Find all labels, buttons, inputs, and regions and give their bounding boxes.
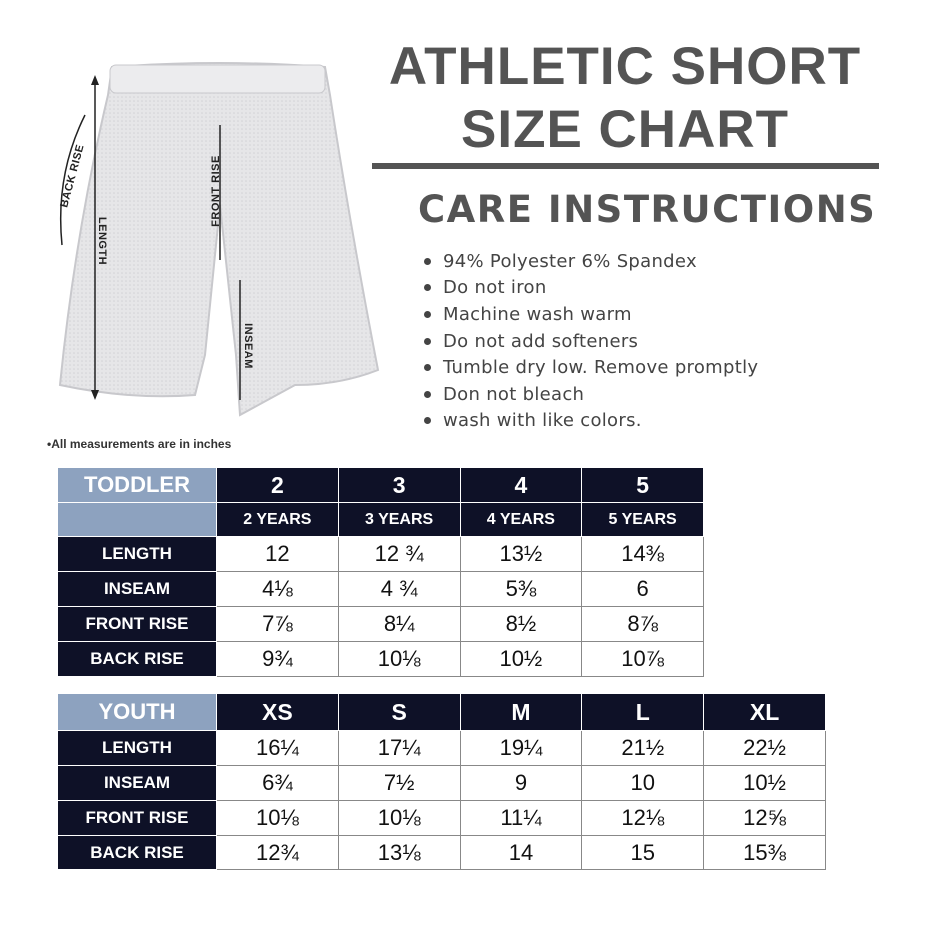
cell: 12 ¾: [337, 536, 461, 572]
cell: 14: [459, 835, 583, 870]
cell: 21½: [581, 730, 705, 766]
divider: [372, 163, 879, 169]
size-header: L: [581, 693, 705, 731]
size-header: M: [459, 693, 583, 731]
cell: 10⅛: [216, 800, 339, 836]
cell: 4⅛: [216, 571, 339, 607]
table-row: INSEAM 4⅛ 4 ¾ 5⅜ 6: [57, 571, 704, 607]
care-list: 94% Polyester 6% Spandex Do not iron Mac…: [424, 248, 758, 434]
cell: 12¾: [216, 835, 339, 870]
waistband: [109, 64, 326, 94]
table-row: BACK RISE 12¾ 13⅛ 14 15 15⅜: [57, 835, 826, 870]
cell: 4 ¾: [337, 571, 461, 607]
table-row: FRONT RISE 7⅞ 8¼ 8½ 8⅞: [57, 606, 704, 642]
cell: 15⅜: [703, 835, 826, 870]
row-label: LENGTH: [57, 536, 217, 572]
size-header: XS: [216, 693, 339, 731]
size-header: S: [337, 693, 461, 731]
inseam-label: INSEAM: [241, 323, 254, 369]
age-header: 5 YEARS: [581, 502, 704, 537]
shorts-diagram: [58, 62, 380, 417]
row-label: BACK RISE: [57, 641, 217, 677]
cell: 11¼: [459, 800, 583, 836]
cell: 13⅛: [337, 835, 461, 870]
row-label: BACK RISE: [57, 835, 217, 870]
cell: 8⅞: [581, 606, 704, 642]
cell: 5⅜: [459, 571, 583, 607]
length-label: LENGTH: [96, 216, 109, 266]
cell: 16¼: [216, 730, 339, 766]
title-line-2: SIZE CHART: [461, 100, 789, 159]
row-label: INSEAM: [57, 571, 217, 607]
cell: 10⅛: [337, 641, 461, 677]
age-header: 3 YEARS: [337, 502, 461, 537]
youth-table: YOUTH XS S M L XL LENGTH 16¼ 17¼ 19¼ 21½ 22½ INSE…: [57, 693, 826, 870]
toddler-category: TODDLER: [57, 467, 217, 503]
front-rise-label: FRONT RISE: [209, 155, 222, 227]
size-header: 3: [337, 467, 461, 503]
age-header: 4 YEARS: [459, 502, 583, 537]
cell: 7½: [337, 765, 461, 801]
cell: 15: [581, 835, 705, 870]
cell: 6: [581, 571, 704, 607]
measurement-note: •All measurements are in inches: [47, 437, 232, 451]
age-header: 2 YEARS: [216, 502, 339, 537]
size-header: XL: [703, 693, 826, 731]
cell: 10½: [703, 765, 826, 801]
cell: 12⅛: [581, 800, 705, 836]
cell: 22½: [703, 730, 826, 766]
youth-category: YOUTH: [57, 693, 217, 731]
cell: 13½: [459, 536, 583, 572]
cell: 10⅛: [337, 800, 461, 836]
title-line-1: ATHLETIC SHORT: [388, 37, 862, 96]
row-label: FRONT RISE: [57, 800, 217, 836]
row-label: FRONT RISE: [57, 606, 217, 642]
cell: 19¼: [459, 730, 583, 766]
care-item: Machine wash warm: [424, 301, 758, 328]
cell: 6¾: [216, 765, 339, 801]
table-row: BACK RISE 9¾ 10⅛ 10½ 10⅞: [57, 641, 704, 677]
table-row: FRONT RISE 10⅛ 10⅛ 11¼ 12⅛ 12⅝: [57, 800, 826, 836]
care-item: 94% Polyester 6% Spandex: [424, 248, 758, 275]
row-label: LENGTH: [57, 730, 217, 766]
cell: 17¼: [337, 730, 461, 766]
size-header: 4: [459, 467, 583, 503]
table-row: LENGTH 16¼ 17¼ 19¼ 21½ 22½: [57, 730, 826, 766]
care-heading: CARE INSTRUCTIONS: [418, 188, 877, 231]
cell: 10½: [459, 641, 583, 677]
care-item: Do not add softeners: [424, 328, 758, 355]
size-header: 2: [216, 467, 339, 503]
cell: 9¾: [216, 641, 339, 677]
care-item: wash with like colors.: [424, 408, 758, 435]
cell: 12: [216, 536, 339, 572]
size-header: 5: [581, 467, 704, 503]
row-label: INSEAM: [57, 765, 217, 801]
care-item: Tumble dry low. Remove promptly: [424, 354, 758, 381]
cell: 12⅝: [703, 800, 826, 836]
blank-cell: [57, 502, 217, 537]
table-row: LENGTH 12 12 ¾ 13½ 14⅜: [57, 536, 704, 572]
cell: 10: [581, 765, 705, 801]
cell: 8½: [459, 606, 583, 642]
cell: 14⅜: [581, 536, 704, 572]
cell: 10⅞: [581, 641, 704, 677]
cell: 8¼: [337, 606, 461, 642]
care-item: Don not bleach: [424, 381, 758, 408]
cell: 7⅞: [216, 606, 339, 642]
cell: 9: [459, 765, 583, 801]
table-row: INSEAM 6¾ 7½ 9 10 10½: [57, 765, 826, 801]
care-item: Do not iron: [424, 275, 758, 302]
